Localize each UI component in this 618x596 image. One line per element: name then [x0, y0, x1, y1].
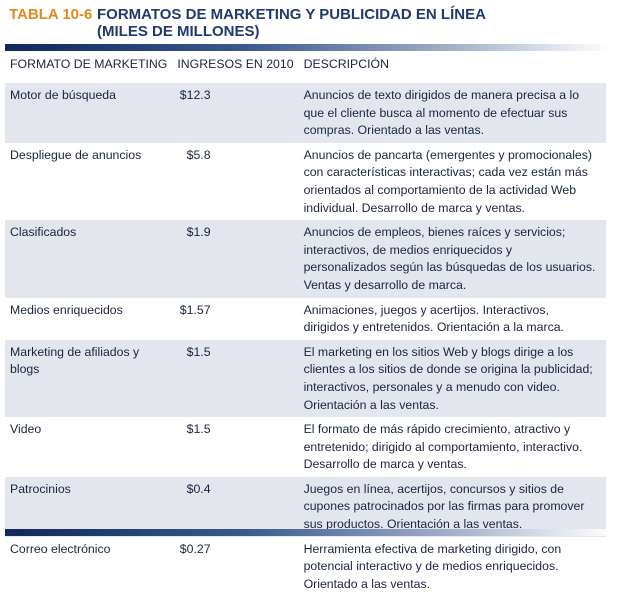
revenue-cell: $1.57 [179, 302, 211, 317]
description-cell: Herramienta efectiva de marketing dirigi… [303, 541, 562, 591]
table-title-text: FORMATOS DE MARKETING Y PUBLICIDAD EN LÍ… [97, 6, 486, 23]
revenue-cell: $0.4 [172, 476, 299, 537]
revenue-cell: $1.5 [186, 422, 211, 437]
description-cell: Juegos en línea, acertijos, concursos y … [298, 476, 606, 537]
description-cell: Anuncios de texto dirigidos de manera pr… [298, 77, 606, 143]
format-cell: Marketing de afiliados y blogs [5, 339, 173, 418]
table-number: TABLA 10-6 [9, 6, 93, 23]
header-revenue: INGRESOS EN 2010 [172, 54, 299, 81]
header-row: FORMATO DE MARKETING INGRESOS EN 2010 DE… [5, 54, 606, 81]
format-cell: Correo electrónico [10, 541, 111, 556]
table-subtitle: (MILES DE MILLONES) [97, 23, 260, 40]
bottom-divider-bar [5, 529, 611, 536]
header-format: FORMATO DE MARKETING [5, 54, 173, 81]
table-row: Motor de búsqueda $12.3 Anuncios de texto … [5, 77, 606, 143]
description-cell: El marketing en los sitios Web y blogs d… [298, 339, 606, 418]
top-divider-bar [5, 44, 611, 51]
format-cell: Despliegue de anuncios [10, 147, 142, 162]
format-cell: Video [10, 422, 42, 437]
table-title: TABLA 10-6 FORMATOS DE MARKETING Y PUBLIC… [9, 6, 486, 40]
table-row: Correo electrónico $0.27 Herramienta efect… [5, 537, 606, 596]
revenue-cell: $0.27 [179, 541, 211, 556]
revenue-cell: $12.3 [172, 77, 299, 143]
format-cell: Patrocinios [5, 476, 173, 537]
description-cell: Anuncios de pancarta (emergentes y promo… [303, 147, 593, 215]
description-cell: El formato de más rápido crecimiento, at… [303, 422, 583, 472]
revenue-cell: $5.8 [186, 147, 211, 162]
description-cell: Anuncios de empleos, bienes raíces y ser… [298, 220, 606, 298]
table-row: Video $1.5 El formato de más rápido crecim… [5, 417, 606, 477]
table-row: Despliegue de anuncios $5.8 Anuncios de pa… [5, 143, 606, 220]
revenue-cell: $1.9 [172, 220, 299, 298]
table-row: Patrocinios $0.4 Juegos en línea, acertijo… [5, 476, 606, 537]
format-cell: Motor de búsqueda [5, 77, 173, 143]
revenue-cell: $1.5 [172, 339, 299, 418]
description-cell: Animaciones, juegos y acertijos. Interac… [303, 302, 564, 335]
format-cell: Clasificados [5, 220, 173, 298]
table-row: Medios enriquecidos $1.57 Animaciones, jue… [5, 298, 606, 340]
table-row: Marketing de afiliados y blogs $1.5 El mar… [5, 339, 606, 418]
table-row: Clasificados $1.9 Anuncios de empleos, bie… [5, 220, 606, 298]
marketing-formats-table: FORMATO DE MARKETING INGRESOS EN 2010 DE… [5, 54, 606, 596]
header-description: DESCRIPCIÓN [298, 54, 606, 81]
format-cell: Medios enriquecidos [10, 302, 123, 317]
